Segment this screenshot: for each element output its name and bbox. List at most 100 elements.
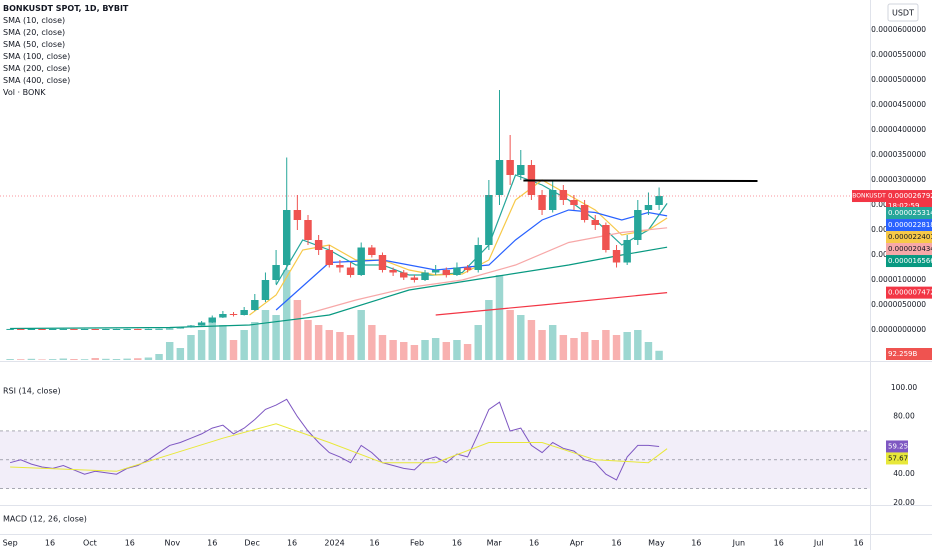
currency-button[interactable] — [887, 3, 919, 22]
price-label: 0.0000267929 — [888, 192, 932, 200]
volume-bar — [506, 310, 514, 360]
candle-body — [197, 322, 206, 326]
y-tick-label: 0.0000500000 — [871, 75, 926, 84]
x-tick-label: Jul — [813, 539, 824, 548]
volume-bar — [389, 340, 397, 360]
volume-bar — [155, 354, 163, 360]
candle-body — [176, 327, 185, 329]
volume-bar — [336, 332, 344, 360]
x-tick-label: Sep — [3, 539, 18, 548]
volume-bar — [378, 335, 387, 360]
legend-entry[interactable]: SMA (50, close) — [3, 40, 66, 49]
x-tick-label: 16 — [125, 539, 135, 548]
volume-bar — [240, 330, 248, 360]
candle-body — [219, 314, 227, 318]
legend-entry[interactable]: SMA (200, close) — [3, 64, 71, 73]
candle-body — [261, 280, 270, 300]
candle-body — [634, 210, 642, 240]
candle-body — [559, 190, 568, 200]
sma-value-label: 0.0000253140 — [888, 209, 932, 217]
legend-entry[interactable]: Vol · BONK — [3, 88, 46, 97]
volume-value-label: 92.259B — [888, 350, 917, 358]
sma-value-label: 0.0000228185 — [888, 221, 932, 229]
y-tick-label: 0.0000550000 — [871, 50, 926, 59]
legend-entry[interactable]: SMA (400, close) — [3, 76, 71, 85]
sma-value-label: 0.0000224017 — [888, 233, 932, 241]
candle-body — [591, 220, 599, 225]
candle-body — [548, 190, 557, 210]
candle-body — [368, 247, 376, 255]
x-tick-label: 16 — [452, 539, 462, 548]
candle-body — [272, 265, 280, 280]
volume-bar — [38, 359, 46, 360]
volume-bar — [602, 330, 610, 360]
x-tick-label: 16 — [774, 539, 784, 548]
candle-body — [38, 329, 46, 330]
candle-body — [70, 328, 78, 330]
candle-body — [80, 329, 89, 330]
sma-value-label: 0.0000165663 — [888, 257, 932, 265]
volume-bar — [453, 340, 461, 360]
candle-body — [623, 240, 631, 263]
sma-tag — [886, 286, 932, 299]
volume-bar — [102, 358, 110, 360]
candle-body — [538, 195, 546, 210]
candle-body — [27, 329, 36, 330]
legend-entry[interactable]: SMA (20, close) — [3, 28, 66, 37]
candle-body — [495, 160, 504, 195]
countdown-label: 18:02:59 — [888, 202, 919, 210]
candle-body — [91, 329, 99, 330]
sma-line — [435, 292, 668, 316]
candle-body — [517, 165, 525, 175]
candle-body — [240, 310, 248, 315]
volume-bar — [357, 310, 365, 360]
volume-bar — [134, 358, 142, 360]
y-tick-label: 0.0000050000 — [871, 300, 926, 309]
volume-bar — [580, 332, 589, 360]
candle-body — [570, 200, 578, 205]
symbol-tag — [852, 190, 886, 203]
volume-bar — [59, 358, 68, 360]
currency-label: USDT — [892, 9, 914, 18]
y-tick-label: 0.0000450000 — [871, 100, 926, 109]
rsi-title: RSI (14, close) — [3, 387, 61, 396]
candle-body — [644, 205, 653, 210]
volume-bar — [527, 320, 536, 360]
sma-tag — [886, 243, 932, 256]
candle-body — [314, 240, 323, 250]
candle-body — [325, 250, 333, 265]
candle-body — [134, 328, 142, 330]
sma-tag — [886, 231, 932, 244]
volume-bar — [314, 325, 323, 360]
y-tick-label: 0.0000350000 — [871, 150, 926, 159]
volume-bar — [517, 315, 525, 360]
volume-bar — [219, 325, 227, 360]
x-tick-label: 16 — [529, 539, 539, 548]
y-tick-label: 0.0000000000 — [871, 325, 926, 334]
candle-body — [357, 247, 365, 275]
y-tick-label: 0.0000100000 — [871, 275, 926, 284]
volume-bar — [431, 338, 440, 360]
candle-body — [474, 245, 482, 270]
candle-body — [48, 329, 57, 330]
candle-body — [336, 265, 344, 268]
rsi-line — [9, 398, 660, 481]
x-tick-label: 16 — [853, 539, 863, 548]
x-tick-label: 16 — [691, 539, 701, 548]
volume-bar — [70, 359, 78, 360]
candle-body — [282, 210, 291, 265]
volume-bar — [208, 320, 216, 360]
candle-body — [612, 250, 621, 263]
volume-bar — [197, 330, 206, 360]
volume-bar — [346, 335, 355, 360]
legend-entry[interactable]: SMA (100, close) — [3, 52, 71, 61]
rsi-value-label: 57.67 — [888, 454, 908, 462]
volume-bar — [123, 358, 131, 360]
candle-body — [229, 314, 238, 315]
symbol-label: BONKUSDT — [852, 193, 886, 200]
legend-entry[interactable]: SMA (10, close) — [3, 16, 66, 25]
candle-body — [293, 210, 302, 220]
volume-bar — [80, 359, 89, 360]
volume-bar — [442, 342, 451, 360]
